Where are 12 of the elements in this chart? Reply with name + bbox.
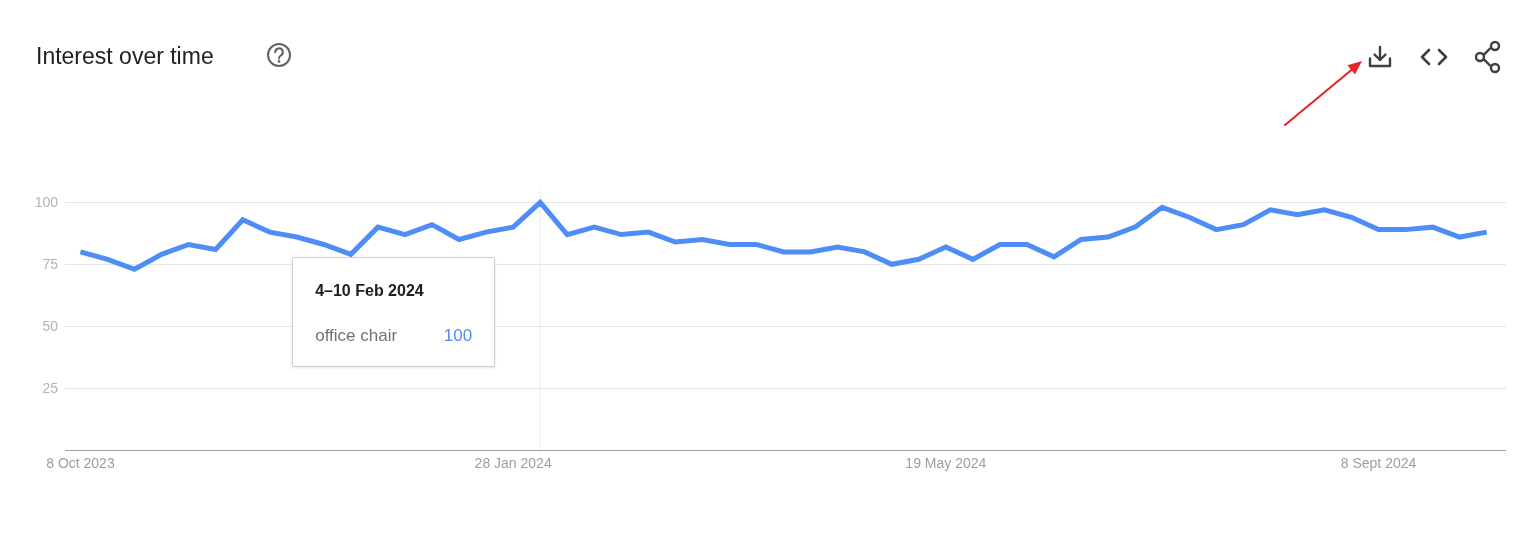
annotation: 100 — [443, 326, 473, 346]
chart-title: Interest over time — [36, 43, 214, 70]
x-tick-label: 28 Jan 2024 — [474, 454, 552, 471]
tooltip: 4–10 Feb 2024 office chair 100 — [292, 257, 496, 367]
y-tick-label: 75 — [42, 256, 59, 273]
x-tick-label: 8 Sept 2024 — [1340, 454, 1417, 471]
y-tick-label: 100 — [34, 194, 59, 211]
x-tick-label: 19 May 2024 — [905, 454, 987, 471]
x-tick-label: 8 Oct 2023 — [46, 454, 115, 471]
y-tick-label: 50 — [42, 318, 59, 335]
y-tick-label: 25 — [42, 380, 59, 396]
annotation: 4–10 Feb 2024 — [315, 282, 424, 300]
